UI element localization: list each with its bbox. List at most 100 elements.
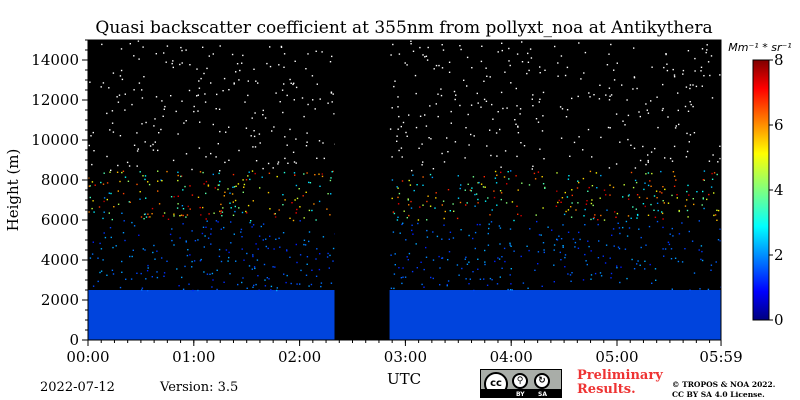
preliminary-line1: Preliminary (577, 368, 663, 383)
speckle-point (579, 238, 581, 241)
speckle-point (277, 161, 280, 163)
speckle-point (316, 248, 318, 250)
speckle-point (129, 201, 131, 203)
speckle-point (530, 57, 533, 59)
speckle-point (293, 161, 296, 163)
speckle-point (532, 105, 534, 107)
speckle-point (228, 89, 230, 91)
speckle-point (91, 163, 93, 166)
speckle-point (408, 114, 410, 116)
speckle-point (570, 280, 572, 282)
speckle-point (493, 196, 496, 199)
speckle-point (535, 214, 537, 216)
speckle-point (401, 223, 403, 226)
speckle-point (216, 288, 218, 291)
speckle-point (254, 146, 257, 148)
speckle-point (640, 236, 642, 239)
speckle-point (571, 189, 573, 191)
speckle-point (560, 137, 563, 139)
speckle-point (636, 87, 638, 90)
speckle-point (112, 246, 114, 249)
speckle-point (166, 45, 169, 47)
speckle-point (293, 82, 295, 84)
speckle-point (499, 276, 501, 278)
speckle-point (671, 288, 673, 290)
speckle-point (576, 187, 579, 189)
speckle-point (254, 267, 256, 270)
speckle-point (153, 125, 155, 127)
speckle-point (141, 123, 143, 125)
speckle-point (508, 178, 510, 180)
speckle-point (642, 203, 645, 205)
speckle-point (163, 108, 165, 110)
speckle-point (441, 238, 443, 240)
speckle-point (582, 279, 585, 281)
speckle-point (622, 196, 624, 198)
speckle-point (233, 83, 235, 85)
speckle-point (577, 180, 579, 182)
speckle-point (272, 167, 274, 169)
speckle-point (136, 183, 138, 186)
speckle-point (163, 212, 166, 214)
speckle-point (406, 64, 408, 66)
speckle-point (219, 210, 221, 213)
speckle-point (276, 287, 278, 289)
speckle-point (529, 48, 532, 50)
speckle-point (710, 55, 713, 57)
speckle-point (207, 184, 210, 186)
speckle-point (255, 243, 257, 245)
speckle-point (218, 248, 221, 251)
speckle-point (423, 286, 425, 288)
speckle-point (295, 86, 298, 89)
speckle-point (665, 53, 667, 56)
speckle-point (144, 213, 147, 215)
speckle-point (701, 250, 703, 253)
speckle-point (264, 279, 266, 281)
speckle-point (609, 184, 611, 186)
speckle-point (116, 171, 119, 173)
speckle-point (437, 93, 439, 95)
speckle-point (587, 190, 589, 192)
speckle-point (440, 88, 442, 90)
speckle-point (487, 232, 489, 235)
speckle-point (302, 195, 304, 197)
speckle-point (398, 53, 401, 55)
speckle-point (609, 257, 611, 259)
speckle-point (615, 163, 618, 165)
speckle-point (147, 181, 149, 183)
speckle-point (261, 176, 263, 178)
speckle-point (466, 202, 468, 204)
speckle-point (245, 127, 248, 129)
speckle-point (646, 109, 648, 111)
speckle-point (553, 264, 555, 266)
speckle-point (590, 218, 592, 221)
speckle-point (197, 239, 199, 241)
speckle-point (156, 276, 159, 279)
speckle-point (185, 49, 187, 51)
speckle-point (441, 257, 443, 259)
speckle-point (710, 264, 713, 266)
speckle-point (561, 197, 564, 199)
speckle-point (222, 90, 224, 92)
speckle-point (647, 161, 649, 163)
speckle-point (182, 223, 184, 225)
speckle-point (467, 113, 469, 116)
speckle-point (204, 93, 206, 95)
speckle-point (432, 277, 434, 280)
speckle-point (547, 226, 549, 228)
speckle-point (643, 188, 645, 191)
speckle-point (644, 260, 646, 262)
speckle-point (219, 180, 221, 183)
speckle-point (592, 204, 594, 207)
speckle-point (294, 199, 296, 201)
speckle-point (206, 67, 208, 70)
speckle-point (126, 161, 129, 164)
speckle-point (217, 143, 219, 145)
speckle-point (238, 79, 240, 81)
speckle-point (441, 44, 443, 46)
speckle-point (154, 118, 156, 120)
speckle-point (684, 205, 687, 207)
speckle-point (305, 274, 308, 276)
speckle-point (121, 260, 123, 263)
speckle-point (147, 267, 149, 269)
